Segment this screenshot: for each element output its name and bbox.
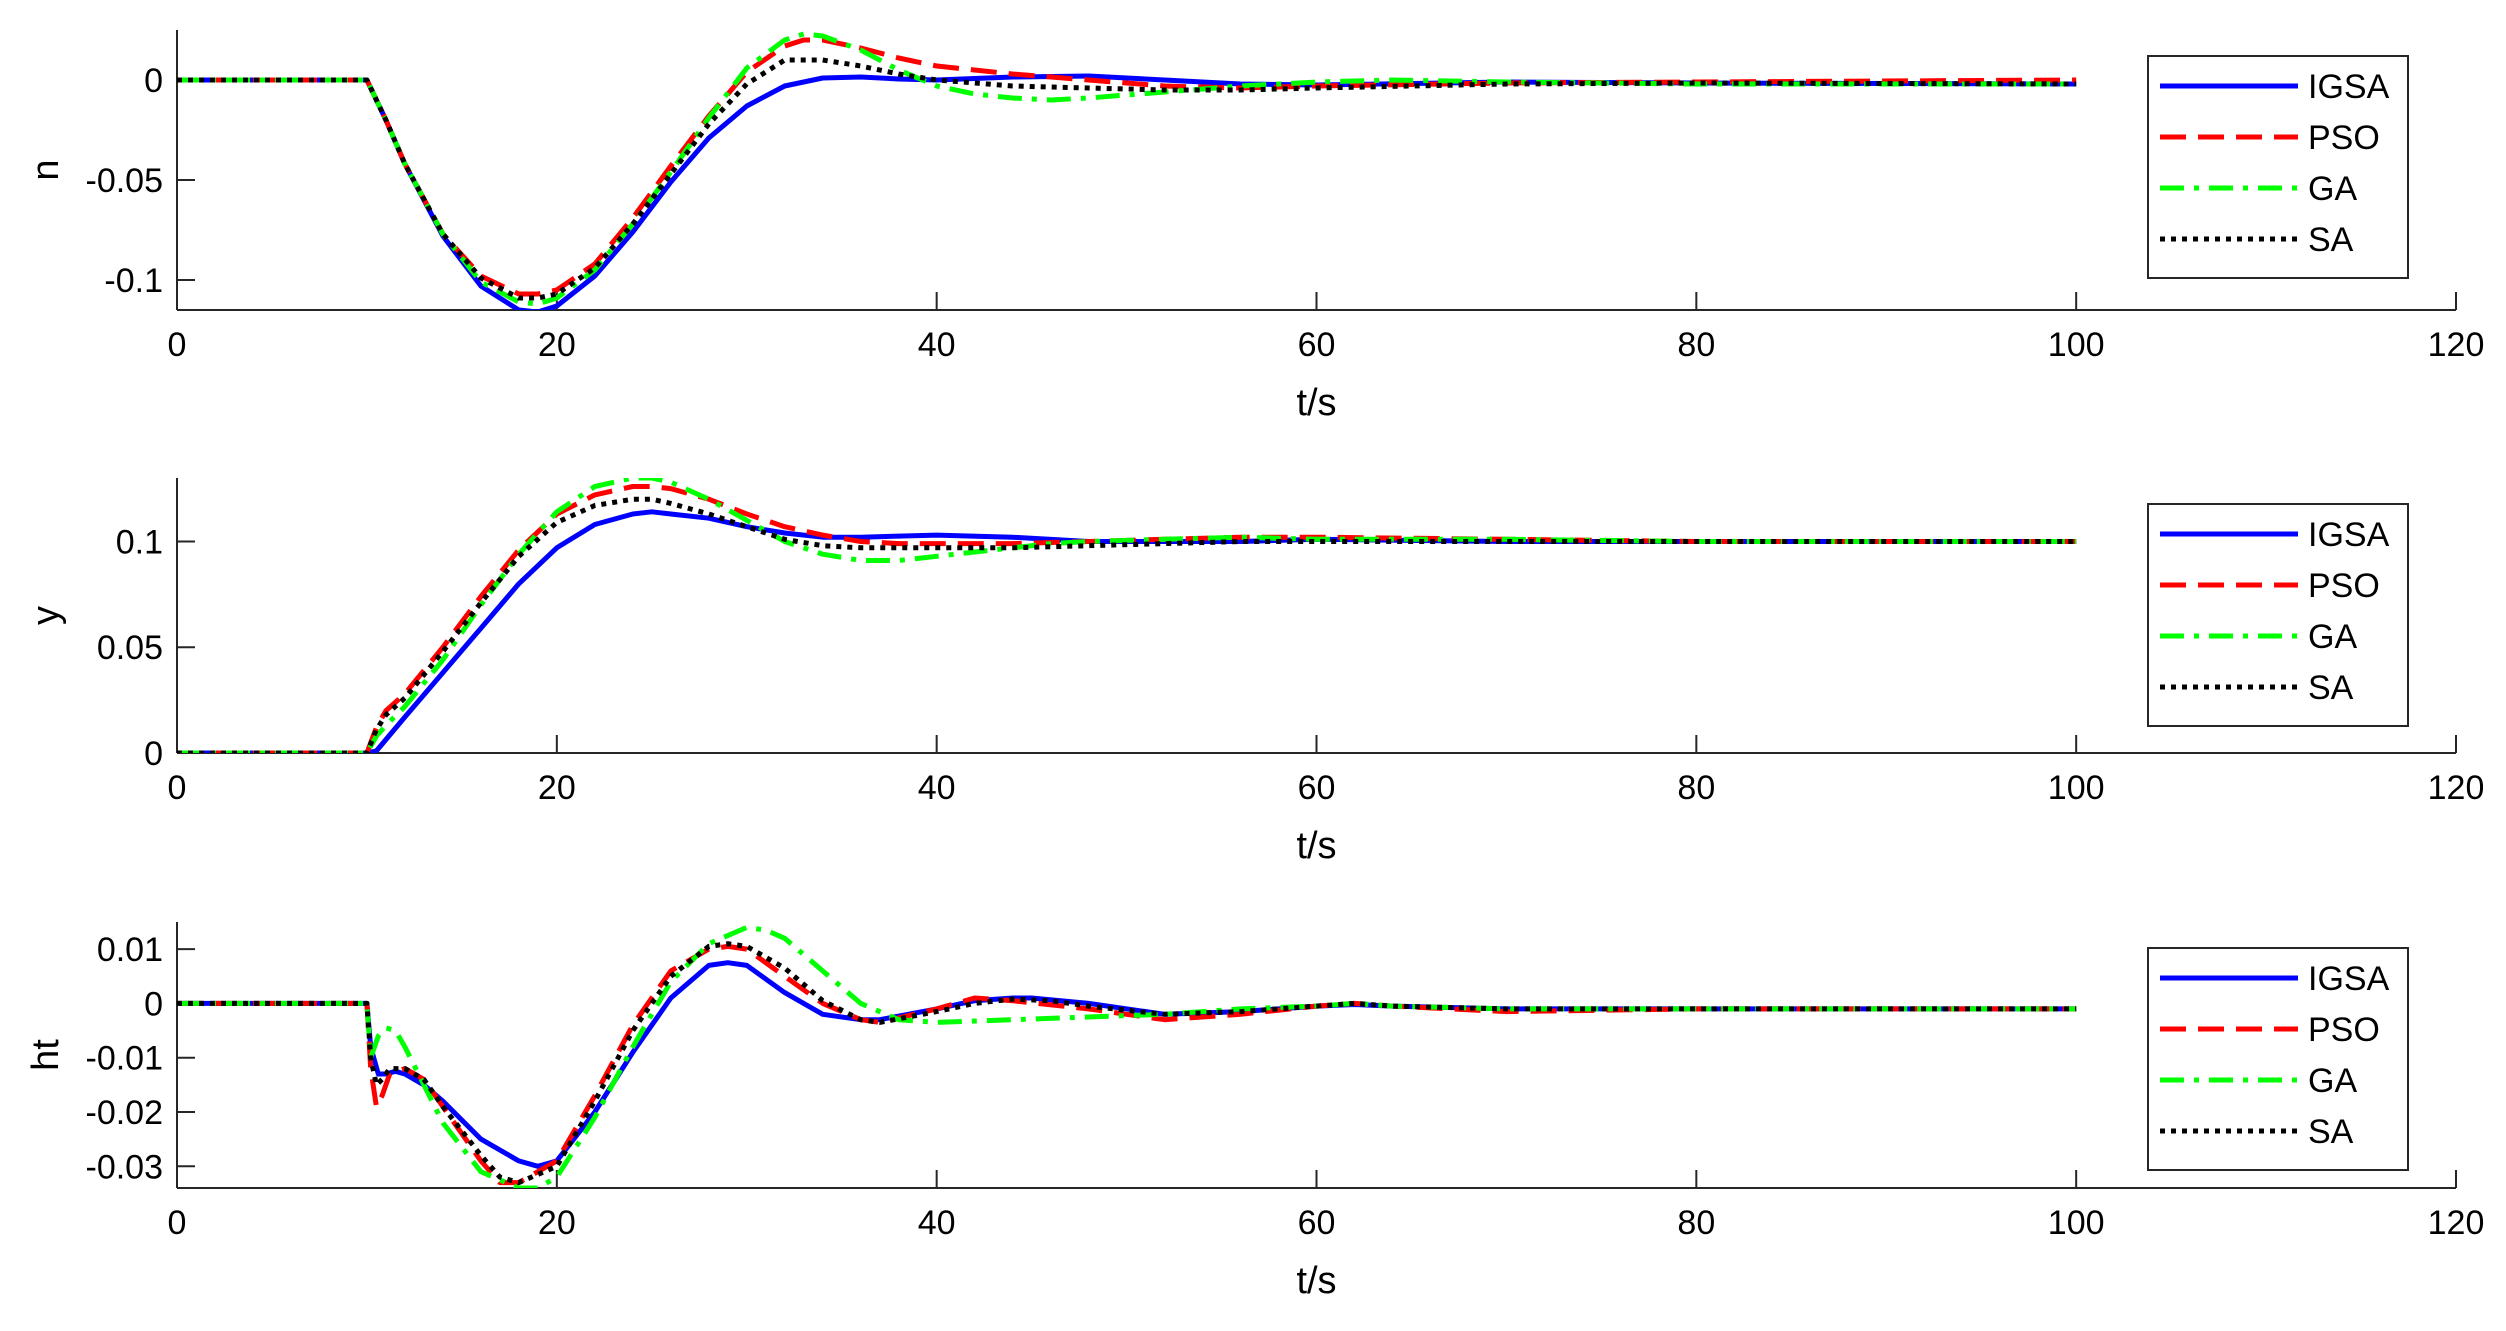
- x-tick-label: 0: [168, 769, 187, 807]
- legend-label-igsa: IGSA: [2308, 68, 2390, 106]
- x-tick-label: 40: [918, 326, 956, 364]
- x-tick-label: 100: [2048, 1204, 2105, 1242]
- x-tick-label: 40: [918, 1204, 956, 1242]
- x-tick-label: 60: [1298, 769, 1336, 807]
- series-group: [177, 31, 2077, 310]
- x-tick-label: 120: [2428, 1204, 2485, 1242]
- series-line-igsa: [177, 73, 2077, 310]
- subplot-1: 0 20 40 60 80 100 120 0 -0.05 -0.1 t/s n IGSA PSO GA SA: [25, 30, 2484, 424]
- x-tick-label: 20: [538, 326, 576, 364]
- x-tick-label: 0: [168, 1204, 187, 1242]
- x-tick-label: 120: [2428, 326, 2485, 364]
- series-line-ga: [177, 924, 2077, 1188]
- series-line-pso: [177, 484, 2077, 753]
- legend-box: [2147, 947, 2409, 1171]
- x-axis-label: t/s: [1296, 1260, 1336, 1302]
- y-tick-label: -0.03: [86, 1148, 164, 1186]
- x-axis-label: t/s: [1296, 825, 1336, 867]
- legend-label-igsa: IGSA: [2308, 516, 2390, 554]
- x-tick-label: 80: [1677, 769, 1715, 807]
- y-axis-label: y: [25, 606, 67, 625]
- legend: IGSA PSO GA SA: [2147, 947, 2409, 1171]
- series-group: [177, 924, 2077, 1188]
- y-tick-label: -0.1: [104, 262, 163, 300]
- x-axis-label: t/s: [1296, 382, 1336, 424]
- series-line-igsa: [177, 509, 2077, 753]
- legend-label-pso: PSO: [2308, 567, 2380, 605]
- legend-label-ga: GA: [2308, 618, 2357, 656]
- legend: IGSA PSO GA SA: [2147, 55, 2409, 279]
- x-tick-label: 40: [918, 769, 956, 807]
- subplot-3: 0 20 40 60 80 100 120 0.01 0 -0.01 -0.02 -0.03 t/s ht…: [25, 922, 2484, 1302]
- legend-label-pso: PSO: [2308, 119, 2380, 157]
- x-tick-label: 20: [538, 1204, 576, 1242]
- legend-label-sa: SA: [2308, 221, 2354, 259]
- y-tick-label: 0: [144, 62, 163, 100]
- legend-label-sa: SA: [2308, 1113, 2354, 1151]
- y-tick-label: 0: [144, 735, 163, 773]
- x-tick-label: 60: [1298, 1204, 1336, 1242]
- y-axis-label: n: [25, 159, 67, 180]
- x-tick-label: 60: [1298, 326, 1336, 364]
- legend-box: [2147, 55, 2409, 279]
- legend-label-igsa: IGSA: [2308, 960, 2390, 998]
- y-tick-label: 0.05: [97, 629, 163, 667]
- series-group: [177, 478, 2077, 753]
- series-line-ga: [177, 478, 2077, 753]
- series-line-sa: [177, 941, 2077, 1186]
- x-tick-label: 120: [2428, 769, 2485, 807]
- subplot-2: 0 20 40 60 80 100 120 0 0.05 0.1 t/s y IGSA PSO GA SA: [25, 478, 2484, 867]
- legend-box: [2147, 503, 2409, 727]
- y-tick-label: -0.05: [86, 162, 164, 200]
- legend-label-sa: SA: [2308, 669, 2354, 707]
- x-tick-label: 100: [2048, 769, 2105, 807]
- x-tick-label: 80: [1677, 1204, 1715, 1242]
- y-tick-label: 0.1: [116, 523, 163, 561]
- x-tick-label: 20: [538, 769, 576, 807]
- legend-label-ga: GA: [2308, 1062, 2357, 1100]
- x-tick-label: 100: [2048, 326, 2105, 364]
- x-tick-label: 80: [1677, 326, 1715, 364]
- y-tick-label: -0.02: [86, 1094, 164, 1132]
- x-tick-label: 0: [168, 326, 187, 364]
- y-tick-label: 0.01: [97, 931, 163, 969]
- legend-label-ga: GA: [2308, 170, 2357, 208]
- y-axis-label: ht: [25, 1039, 67, 1071]
- y-tick-label: -0.01: [86, 1040, 164, 1078]
- y-tick-label: 0: [144, 985, 163, 1023]
- legend-label-pso: PSO: [2308, 1011, 2380, 1049]
- series-line-sa: [177, 496, 2077, 753]
- legend: IGSA PSO GA SA: [2147, 503, 2409, 727]
